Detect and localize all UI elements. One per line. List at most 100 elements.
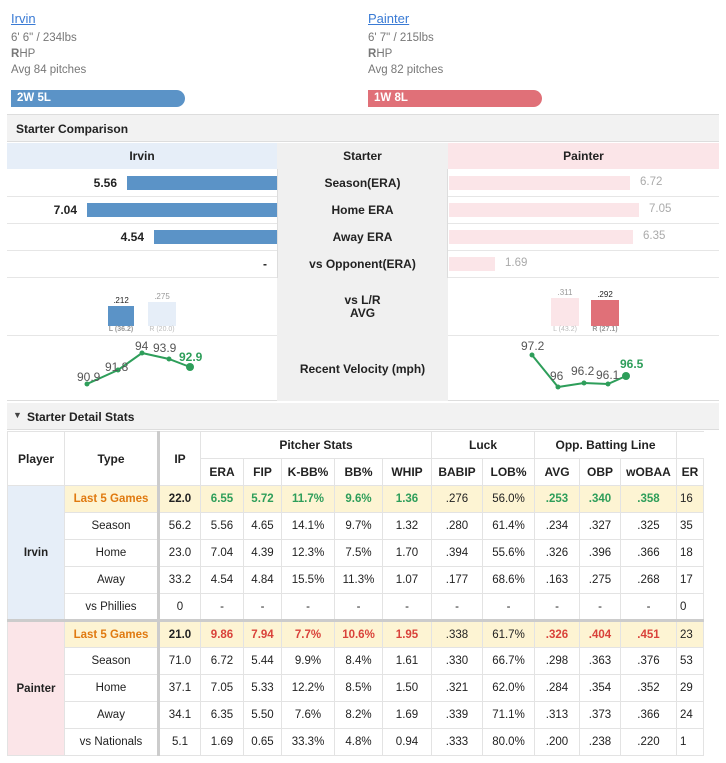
stat-cell: 5.72	[243, 485, 282, 513]
stat-cell: .326	[534, 539, 580, 567]
stat-cell: 22.0	[157, 485, 201, 513]
stat-cell: .177	[431, 566, 483, 594]
painter-name-link[interactable]: Painter	[368, 11, 410, 26]
th-kbb[interactable]: K-BB%	[281, 458, 335, 486]
stat-cell: 62.0%	[482, 674, 535, 702]
comparison-col-irvin: Irvin	[7, 143, 277, 169]
stat-cell: .200	[534, 728, 580, 756]
velocity-label-4: 93.9	[153, 341, 177, 355]
irvin-hand: RHP	[11, 48, 36, 60]
type-cell: Away	[64, 701, 159, 729]
lr-avg-label: vs L/R AVG	[277, 278, 448, 336]
th-avg[interactable]: AVG	[534, 458, 580, 486]
velocity-label-3: 96.2	[571, 364, 595, 378]
table-row: Away 33.2 4.54 4.84 15.5% 11.3% 1.07.177 68.6%.…	[8, 566, 704, 594]
stat-cell: 34.1	[157, 701, 201, 729]
th-lob[interactable]: LOB%	[482, 458, 535, 486]
stat-cell: 37.1	[157, 674, 201, 702]
th-luck: Luck	[431, 431, 535, 459]
stat-cell: .327	[579, 512, 621, 540]
stat-cell: 1.69	[382, 701, 432, 729]
type-cell: Home	[64, 674, 159, 702]
th-wobaa[interactable]: wOBAA	[620, 458, 677, 486]
stat-cell: .163	[534, 566, 580, 594]
stat-cell: 4.84	[243, 566, 282, 594]
stat-cell: 9.9%	[281, 647, 335, 675]
detail-stats-header[interactable]: ▼ Starter Detail Stats	[7, 403, 719, 430]
th-obp[interactable]: OBP	[579, 458, 621, 486]
painter-value: 1.69	[505, 257, 528, 269]
player-name-cell[interactable]: Irvin	[7, 485, 65, 621]
painter-r-avg: .292	[597, 290, 613, 299]
stat-cell: .220	[620, 728, 677, 756]
stat-cell: .338	[431, 619, 483, 648]
stat-cell: .321	[431, 674, 483, 702]
stat-cell: .396	[579, 539, 621, 567]
th-er[interactable]: ER	[676, 458, 704, 486]
painter-bar	[449, 257, 495, 271]
type-cell: Season	[64, 512, 159, 540]
player-name-cell[interactable]: Painter	[7, 619, 65, 756]
stat-cell: 35	[676, 512, 704, 540]
painter-bar	[449, 203, 639, 217]
type-cell: Season	[64, 647, 159, 675]
painter-value: 6.72	[640, 176, 663, 188]
th-era[interactable]: ERA	[200, 458, 244, 486]
painter-hand: RHP	[368, 48, 393, 60]
stat-cell: 0	[157, 593, 201, 621]
stat-cell: .276	[431, 485, 483, 513]
type-cell: Last 5 Games	[64, 485, 159, 513]
stat-cell: 33.2	[157, 566, 201, 594]
velocity-point	[581, 380, 587, 386]
stat-cell: 6.35	[200, 701, 244, 729]
stat-cell: 23	[676, 619, 704, 648]
stat-cell: -	[382, 593, 432, 621]
th-babip[interactable]: BABIP	[431, 458, 483, 486]
stat-cell: .268	[620, 566, 677, 594]
th-bb[interactable]: BB%	[334, 458, 383, 486]
th-fip[interactable]: FIP	[243, 458, 282, 486]
stat-cell: 33.3%	[281, 728, 335, 756]
velocity-label-5: 96.5	[620, 357, 644, 371]
th-player: Player	[7, 431, 65, 486]
table-row: Home 23.0 7.04 4.39 12.3% 7.5% 1.70.394 55.6% .3…	[8, 539, 704, 567]
comparison-row-label: Home ERA	[277, 196, 448, 224]
stat-cell: 4.8%	[334, 728, 383, 756]
stat-cell: 1.69	[200, 728, 244, 756]
stat-cell: 53	[676, 647, 704, 675]
stat-cell: 71.1%	[482, 701, 535, 729]
type-cell: Last 5 Games	[64, 619, 159, 648]
stat-cell: 4.39	[243, 539, 282, 567]
irvin-r-avg: .275	[154, 292, 170, 301]
irvin-name-link[interactable]: Irvin	[11, 11, 36, 26]
caret-down-icon[interactable]: ▼	[13, 410, 22, 420]
stat-cell: .253	[534, 485, 580, 513]
stat-cell: .330	[431, 647, 483, 675]
velocity-point	[166, 356, 172, 362]
stat-cell: 5.44	[243, 647, 282, 675]
th-pitcher-stats: Pitcher Stats	[200, 431, 432, 459]
painter-l-sub: L (43.2)	[553, 326, 577, 333]
th-whip[interactable]: WHIP	[382, 458, 432, 486]
starter-comparison-title: Starter Comparison	[16, 122, 129, 136]
velocity-label-2: 96	[550, 369, 564, 383]
painter-r-sub: R (27.1)	[592, 326, 618, 333]
stat-cell: 66.7%	[482, 647, 535, 675]
stat-cell: 14.1%	[281, 512, 335, 540]
irvin-r-sub: R (20.0)	[149, 326, 175, 333]
stat-cell: .404	[579, 619, 621, 648]
stat-cell: .238	[579, 728, 621, 756]
painter-value: 7.05	[649, 203, 672, 215]
th-blank	[676, 431, 704, 459]
table-row: Away 34.1 6.35 5.50 7.6% 8.2% 1.69.339 71.1% .31…	[8, 701, 704, 729]
stat-cell: 7.5%	[334, 539, 383, 567]
stat-cell: -	[281, 593, 335, 621]
th-type: Type	[64, 431, 159, 486]
table-row: Home 37.1 7.05 5.33 12.2% 8.5% 1.50.321 62.0% .2…	[8, 674, 704, 702]
stat-cell: -	[482, 593, 535, 621]
irvin-r-bar	[148, 302, 176, 326]
irvin-avg-pitches: Avg 84 pitches	[11, 64, 87, 76]
painter-bar	[449, 230, 633, 244]
irvin-size: 6' 6" / 234lbs	[11, 32, 77, 44]
irvin-record-badge: 2W 5L	[11, 90, 185, 107]
